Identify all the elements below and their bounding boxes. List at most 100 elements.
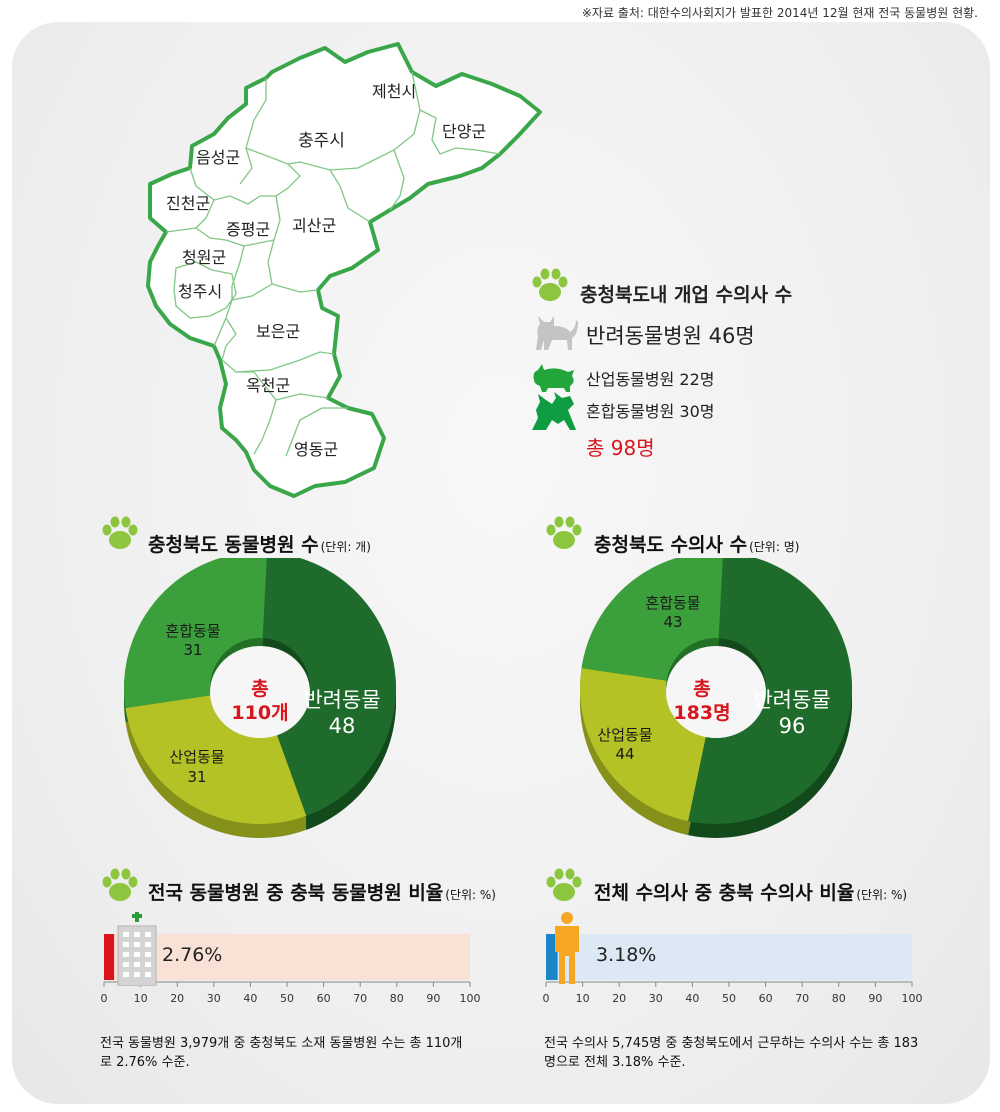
person-icon — [555, 912, 579, 984]
vet-count-industrial: 산업동물병원 22명 — [586, 370, 715, 389]
vet-ratio-tick-label: 30 — [649, 992, 663, 1005]
hospitals-center-top: 총 — [251, 678, 269, 700]
vet-ratio-tick-label: 50 — [722, 992, 736, 1005]
cat-icon — [536, 316, 578, 350]
hospital-ratio-tick-label: 70 — [353, 992, 367, 1005]
paw-icon — [102, 868, 138, 901]
cheongju-city-border — [173, 261, 237, 319]
hospital-ratio-tick-label: 0 — [101, 992, 108, 1005]
map-label-boeun: 보은군 — [256, 322, 301, 341]
hospital-ratio-tick-label: 40 — [243, 992, 257, 1005]
hospitals-chart-title: 충청북도 동물병원 수 — [148, 534, 319, 556]
map-outline — [146, 42, 542, 498]
vets-slice-mixed — [581, 558, 723, 681]
map-label-cheongju: 청주시 — [178, 282, 223, 301]
vets-pet-value: 96 — [778, 714, 806, 738]
hospitals-slice-mixed — [124, 558, 267, 708]
vet-ratio-bar-fill — [546, 934, 558, 980]
hospital-ratio-title-wrap: 전국 동물병원 중 충북 동물병원 비율 (단위: %) — [148, 878, 496, 905]
hospital-ratio-tick-label: 60 — [317, 992, 331, 1005]
vet-ratio-tick-label: 70 — [795, 992, 809, 1005]
hospital-ratio-note: 전국 동물병원 3,979개 중 충청북도 소재 동물병원 수는 총 110개로… — [100, 1036, 463, 1070]
hospital-ratio-title: 전국 동물병원 중 충북 동물병원 비율 — [148, 882, 444, 904]
vet-ratio-tick-label: 60 — [759, 992, 773, 1005]
hospital-ratio-tick-label: 100 — [460, 992, 481, 1005]
hospital-ratio-bar-track — [104, 934, 470, 980]
hospitals-mixed-value: 31 — [183, 641, 203, 659]
vets-chart-unit: (단위: 명) — [749, 540, 800, 554]
map-label-goesan: 괴산군 — [292, 216, 337, 235]
vets-center-top: 총 — [693, 678, 711, 700]
map-label-yeongdong: 영동군 — [294, 440, 339, 459]
paw-icon — [546, 516, 582, 549]
map-label-okcheon: 옥천군 — [246, 376, 291, 395]
vets-industrial-value: 44 — [615, 745, 635, 763]
vet-ratio-tick-label: 90 — [868, 992, 882, 1005]
hospital-ratio-tick-label: 10 — [134, 992, 148, 1005]
vet-ratio-tick-label: 10 — [576, 992, 590, 1005]
vet-count-mixed: 혼합동물병원 30명 — [586, 402, 715, 421]
hospital-ratio-tick-label: 20 — [170, 992, 184, 1005]
vet-ratio-bar-chart: 0 10 20 30 40 50 60 70 80 90 100 — [543, 934, 923, 1005]
vets-pet-label: 반려동물 — [753, 688, 831, 712]
vet-count-pet: 반려동물병원 46명 — [586, 324, 755, 348]
vet-ratio-tick-label: 0 — [543, 992, 550, 1005]
vets-chart-title: 충청북도 수의사 수 — [594, 534, 748, 556]
vet-ratio-tick-label: 100 — [902, 992, 923, 1005]
hospitals-center-bottom: 110개 — [231, 702, 289, 724]
vets-center-hole — [666, 646, 766, 738]
dog-cow-icon — [532, 392, 576, 430]
vet-ratio-title: 전체 수의사 중 충북 수의사 비율 — [594, 882, 855, 904]
vets-industrial-label: 산업동물 — [597, 726, 653, 744]
hospitals-donut-chart — [124, 558, 396, 838]
hospitals-slice-pet — [262, 558, 396, 816]
vets-mixed-label: 혼합동물 — [645, 594, 701, 612]
hospital-ratio-tick-label: 90 — [426, 992, 440, 1005]
hospitals-pet-value: 48 — [328, 714, 356, 738]
vet-ratio-tick-label: 40 — [685, 992, 699, 1005]
map-label-danyang: 단양군 — [442, 122, 487, 141]
hospital-ratio-unit: (단위: %) — [445, 888, 496, 902]
vet-ratio-tick-label: 20 — [612, 992, 626, 1005]
map-inner-borders — [165, 71, 501, 457]
map-label-jeungpyeong: 증평군 — [226, 220, 271, 239]
hospital-ratio-tick-label: 30 — [207, 992, 221, 1005]
hospitals-slice-industrial — [125, 695, 307, 824]
vet-ratio-bar-track — [546, 934, 912, 980]
vets-center-bottom: 183명 — [673, 702, 731, 724]
vet-ratio-note: 전국 수의사 5,745명 중 충청북도에서 근무하는 수의사 수는 총 183… — [544, 1036, 919, 1070]
hospital-ratio-bar-chart: 0 10 20 30 40 50 60 70 80 90 100 — [101, 934, 481, 1005]
vet-ratio-title-wrap: 전체 수의사 중 충북 수의사 비율 (단위: %) — [594, 878, 907, 905]
hospitals-industrial-value: 31 — [187, 768, 207, 786]
vet-ratio-tick-label: 80 — [832, 992, 846, 1005]
map-label-cheongwon: 청원군 — [182, 248, 227, 267]
hospitals-pet-label: 반려동물 — [303, 688, 381, 712]
pig-icon — [533, 364, 574, 392]
vet-ratio-value: 3.18% — [596, 944, 657, 966]
hospital-ratio-value: 2.76% — [162, 944, 223, 966]
hospitals-mixed-label: 혼합동물 — [165, 622, 221, 640]
vet-count-total: 총 98명 — [586, 436, 655, 460]
vets-donut-chart — [580, 558, 852, 838]
hospital-ratio-tick-label: 80 — [390, 992, 404, 1005]
vets-slice-industrial — [580, 668, 706, 822]
paw-icon — [532, 268, 568, 301]
vets-chart-title-wrap: 충청북도 수의사 수 (단위: 명) — [594, 530, 799, 557]
hospital-ratio-bar-fill — [104, 934, 115, 980]
vet-ratio-unit: (단위: %) — [856, 888, 908, 902]
vets-slice-pet — [688, 558, 852, 824]
hospital-ratio-tick-label: 50 — [280, 992, 294, 1005]
hospital-building-icon — [117, 912, 157, 986]
map-label-eumseong: 음성군 — [196, 148, 241, 167]
paw-icon — [102, 516, 138, 549]
map-label-jecheon: 제천시 — [372, 82, 417, 101]
map-label-chungju: 충주시 — [298, 131, 345, 151]
vet-count-title: 충청북도내 개업 수의사 수 — [580, 284, 793, 306]
hospitals-center-hole — [210, 646, 310, 738]
vets-mixed-value: 43 — [663, 613, 683, 631]
hospitals-industrial-label: 산업동물 — [169, 748, 225, 766]
source-note: ※자료 출처: 대한수의사회지가 발표한 2014년 12월 현재 전국 동물병… — [581, 6, 978, 20]
hospitals-chart-title-wrap: 충청북도 동물병원 수 (단위: 개) — [148, 530, 371, 557]
map-label-jincheon: 진천군 — [166, 194, 211, 213]
